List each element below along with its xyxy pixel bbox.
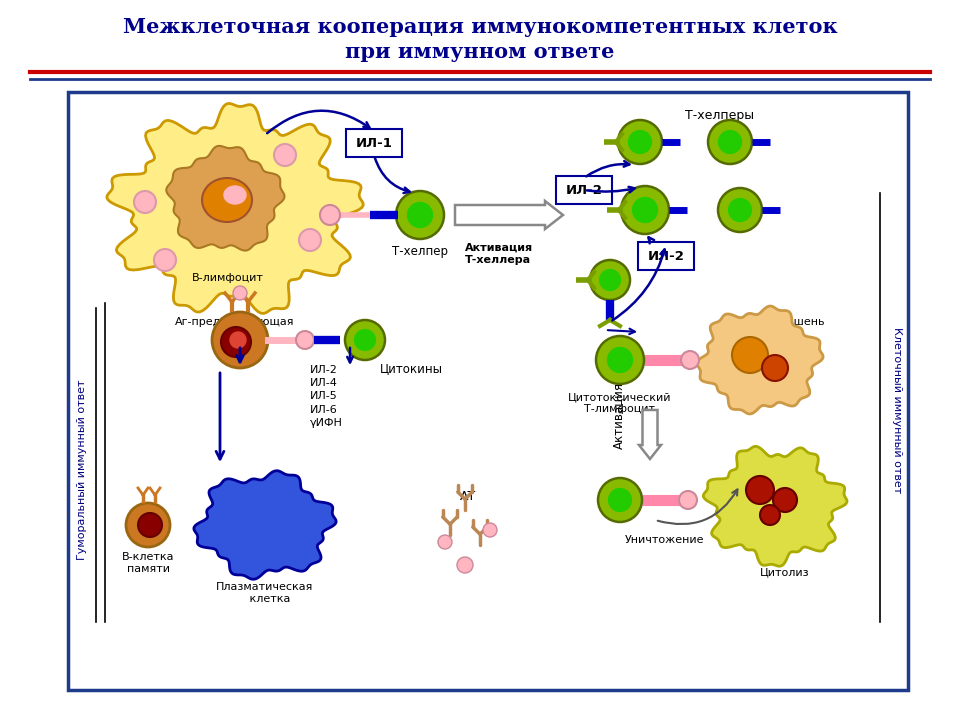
Circle shape	[320, 205, 340, 225]
Text: АТ: АТ	[460, 490, 476, 503]
Text: Цитолиз: Цитолиз	[760, 567, 810, 577]
Circle shape	[729, 199, 752, 222]
FancyBboxPatch shape	[638, 242, 694, 270]
Circle shape	[299, 229, 321, 251]
Circle shape	[154, 249, 176, 271]
Text: Клеточный иммунный ответ: Клеточный иммунный ответ	[892, 327, 902, 493]
Circle shape	[345, 320, 385, 360]
Ellipse shape	[224, 186, 246, 204]
Circle shape	[212, 312, 268, 368]
Text: ИЛ-2: ИЛ-2	[565, 184, 603, 197]
Text: Уничтожение: Уничтожение	[625, 535, 705, 545]
Text: ИЛ-2: ИЛ-2	[648, 250, 684, 263]
Text: Клетка - мишень: Клетка - мишень	[725, 317, 825, 327]
Text: ИЛ-1: ИЛ-1	[355, 137, 393, 150]
Circle shape	[681, 351, 699, 369]
Circle shape	[274, 144, 296, 166]
Circle shape	[138, 513, 162, 537]
Circle shape	[608, 348, 633, 372]
FancyBboxPatch shape	[346, 129, 402, 157]
Text: Т-хелперы: Т-хелперы	[685, 109, 755, 122]
Circle shape	[600, 269, 620, 290]
Circle shape	[457, 557, 473, 573]
FancyArrow shape	[455, 201, 563, 229]
Circle shape	[746, 476, 774, 504]
FancyArrow shape	[639, 410, 661, 459]
Circle shape	[354, 330, 375, 351]
Text: Активация
Т-хеллера: Активация Т-хеллера	[465, 243, 533, 265]
Circle shape	[134, 191, 156, 213]
Circle shape	[762, 355, 788, 381]
Text: В-лимфоцит: В-лимфоцит	[192, 273, 264, 283]
Circle shape	[618, 120, 662, 164]
Text: Активация: Активация	[612, 382, 625, 449]
Circle shape	[609, 489, 632, 511]
Circle shape	[408, 202, 433, 228]
Text: Цитотоксический
Т-лимфоцит: Цитотоксический Т-лимфоцит	[568, 392, 672, 413]
Polygon shape	[697, 306, 823, 414]
Circle shape	[396, 191, 444, 239]
Text: Цитокины: Цитокины	[380, 362, 443, 375]
Polygon shape	[107, 104, 363, 313]
Text: при иммунном ответе: при иммунном ответе	[346, 42, 614, 62]
Circle shape	[233, 286, 247, 300]
Circle shape	[230, 332, 246, 348]
Polygon shape	[166, 146, 284, 251]
FancyBboxPatch shape	[68, 92, 908, 690]
Circle shape	[718, 188, 762, 232]
Polygon shape	[704, 446, 847, 566]
Circle shape	[760, 505, 780, 525]
Circle shape	[590, 260, 630, 300]
Circle shape	[629, 130, 652, 153]
Text: ИЛ-2
ИЛ-4
ИЛ-5
ИЛ-6
γИФН: ИЛ-2 ИЛ-4 ИЛ-5 ИЛ-6 γИФН	[310, 365, 343, 428]
Circle shape	[773, 488, 797, 512]
Text: Гуморальный иммунный ответ: Гуморальный иммунный ответ	[77, 379, 87, 560]
Circle shape	[633, 197, 658, 222]
Text: В-клетка
памяти: В-клетка памяти	[122, 552, 175, 574]
Polygon shape	[194, 471, 336, 580]
Circle shape	[621, 186, 669, 234]
Text: Аг-представляющая
     клетка: Аг-представляющая клетка	[176, 317, 295, 338]
Circle shape	[598, 478, 642, 522]
Circle shape	[126, 503, 170, 547]
Text: Т-хелпер: Т-хелпер	[392, 245, 448, 258]
Circle shape	[221, 327, 251, 357]
Circle shape	[483, 523, 497, 537]
Circle shape	[679, 491, 697, 509]
Text: Межклеточная кооперация иммунокомпетентных клеток: Межклеточная кооперация иммунокомпетентн…	[123, 17, 837, 37]
Circle shape	[718, 130, 741, 153]
Circle shape	[732, 337, 768, 373]
Circle shape	[708, 120, 752, 164]
Circle shape	[296, 331, 314, 349]
Circle shape	[438, 535, 452, 549]
Circle shape	[596, 336, 644, 384]
Ellipse shape	[202, 178, 252, 222]
Text: Плазматическая
   клетка: Плазматическая клетка	[216, 582, 314, 603]
FancyBboxPatch shape	[556, 176, 612, 204]
